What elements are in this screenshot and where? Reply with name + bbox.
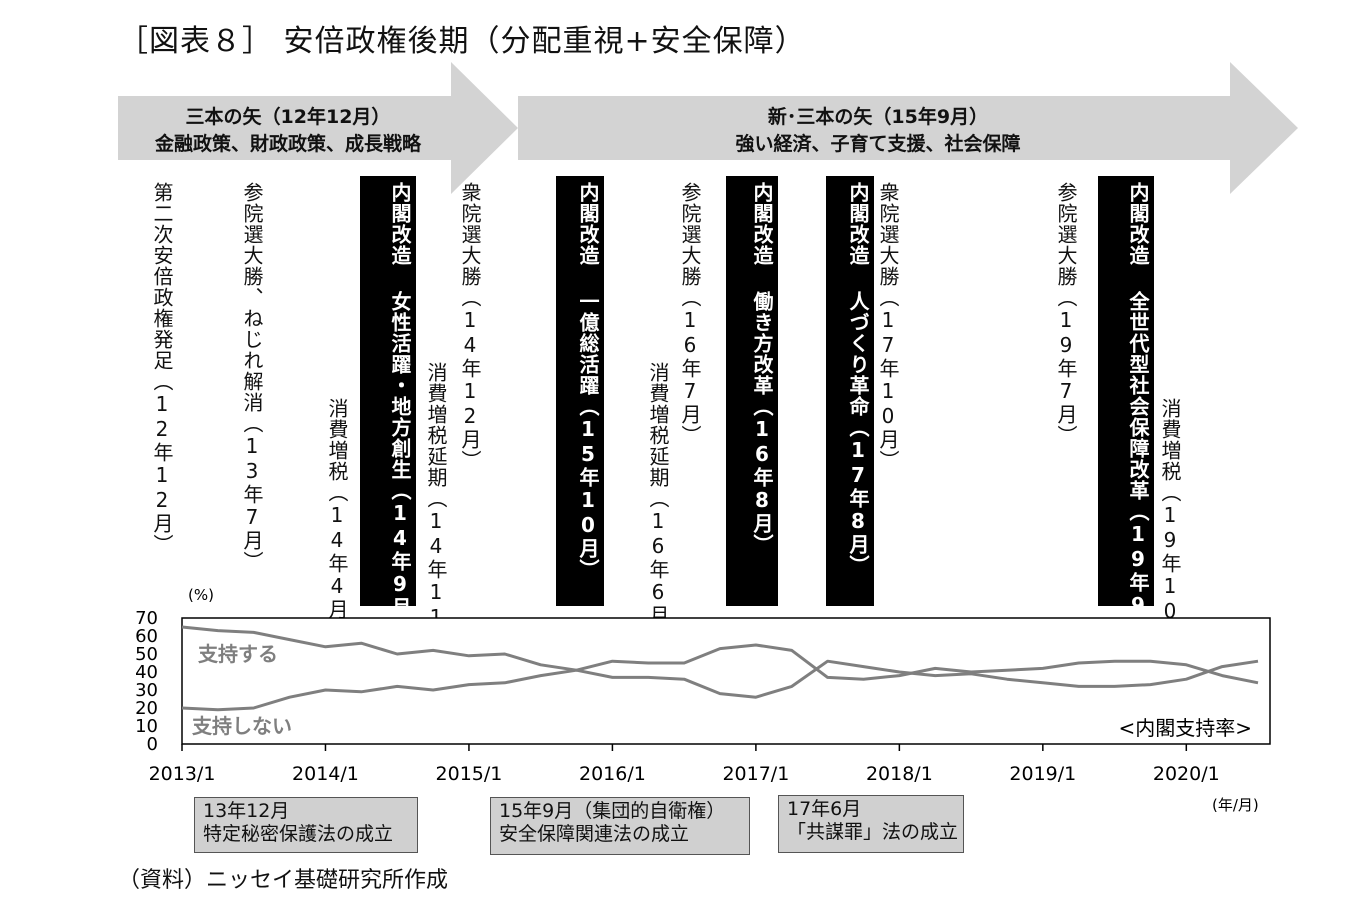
y-tick-label: 40 (135, 662, 158, 683)
x-tick-label: 2020/1 (1153, 763, 1220, 785)
event-upper-house-2016: 参院選大勝（16年7月） (678, 182, 702, 446)
callout-secrecy-law: 13年12月 特定秘密保護法の成立 (194, 797, 418, 853)
y-tick-label: 70 (135, 608, 158, 629)
y-tick-label: 60 (135, 626, 158, 647)
x-tick-label: 2014/1 (292, 763, 359, 785)
series-label-support: 支持する (198, 642, 278, 666)
arrow-1-line2: 金融政策、財政政策、成長戦略 (154, 133, 421, 155)
x-tick-label: 2013/1 (149, 763, 216, 785)
callout-security-law: 15年9月（集団的自衛権） 安全保障関連法の成立 (490, 797, 750, 855)
callout-2-line1: 15年9月（集団的自衛権） (499, 800, 726, 822)
callout-1-line2: 特定秘密保護法の成立 (203, 823, 394, 845)
callout-1-line1: 13年12月 (203, 800, 290, 822)
x-tick-label: 2017/1 (722, 763, 789, 785)
x-tick-label: 2015/1 (436, 763, 503, 785)
plot-frame (181, 617, 1271, 745)
callout-conspiracy-law: 17年6月 「共謀罪」法の成立 (778, 795, 964, 853)
event-abe-cabinet-start: 第二次安倍政権発足（12年12月） (150, 182, 174, 555)
figure-title: ［図表８］ 安倍政権後期（分配重視+安全保障） (118, 24, 806, 59)
event-upper-house-2013: 参院選大勝、ねじれ解消（13年7月） (240, 182, 264, 572)
event-reshuffle-2015: 内閣改造 一億総活躍（15年10月） (556, 176, 604, 606)
event-upper-house-2019: 参院選大勝（19年7月） (1054, 182, 1078, 446)
arrow-1-line1: 三本の矢（12年12月） (185, 106, 391, 128)
event-lower-house-2014: 衆院選大勝（14年12月） (458, 182, 482, 471)
arrow-2-line1: 新･三本の矢（15年9月） (767, 106, 989, 128)
arrow-banner-2: 新･三本の矢（15年9月） 強い経済、子育て支援、社会保障 (518, 62, 1298, 194)
x-unit-label: (年/月) (1212, 796, 1259, 814)
chart-title: <内閣支持率> (1118, 716, 1252, 740)
series-line-support (181, 625, 1259, 685)
y-tick-label: 20 (135, 698, 158, 719)
event-lower-house-2017: 衆院選大勝（17年10月） (876, 182, 900, 471)
callout-3-line2: 「共謀罪」法の成立 (787, 821, 959, 843)
y-tick-label: 10 (135, 716, 158, 737)
arrow-banner-1: 三本の矢（12年12月） 金融政策、財政政策、成長戦略 (118, 62, 518, 194)
source-note: （資料）ニッセイ基礎研究所作成 (118, 868, 449, 893)
series-line-nonsupport (181, 659, 1259, 712)
event-reshuffle-2019: 内閣改造 全世代型社会保障改革（19年9月） (1098, 176, 1154, 660)
arrow-2-line2: 強い経済、子育て支援、社会保障 (735, 133, 1021, 155)
x-tick-label: 2018/1 (866, 763, 933, 785)
x-tick-label: 2016/1 (579, 763, 646, 785)
event-tax-hike-2014: 消費増税（14年4月） (325, 398, 349, 641)
x-tick-label: 2019/1 (1009, 763, 1076, 785)
arrow-shape (118, 62, 518, 194)
y-tick-label: 50 (135, 644, 158, 665)
callout-2-line2: 安全保障関連法の成立 (499, 823, 690, 845)
y-tick-label: 30 (135, 680, 158, 701)
callout-3-line1: 17年6月 (787, 798, 862, 820)
event-reshuffle-2017: 内閣改造 人づくり革命（17年8月） (826, 176, 874, 606)
event-reshuffle-2014: 内閣改造 女性活躍・地方創生（14年9月） (360, 176, 416, 639)
series-label-nonsupport: 支持しない (192, 714, 292, 738)
arrow-shape (518, 62, 1298, 194)
event-reshuffle-2016: 内閣改造 働き方改革（16年8月） (726, 176, 778, 606)
y-tick-label: 0 (147, 734, 158, 755)
y-unit-label: (%) (188, 586, 214, 604)
event-tax-delay-2016: 消費増税延期（16年6月） (646, 362, 670, 647)
